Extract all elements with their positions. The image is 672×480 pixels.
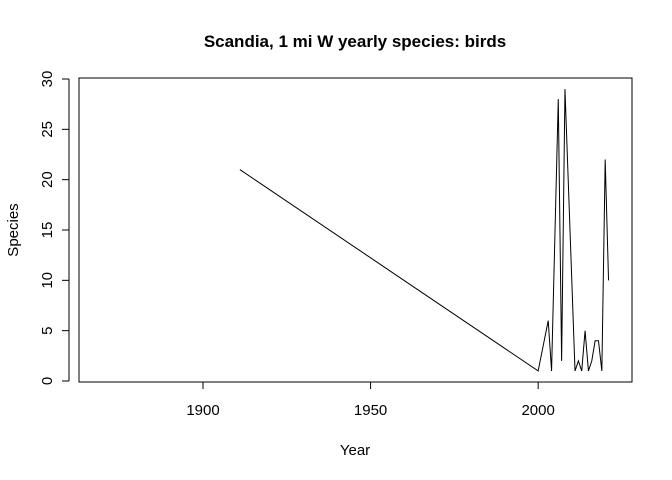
y-tick-label: 10 (39, 272, 56, 289)
series-line (239, 89, 610, 372)
x-tick-label: 1900 (186, 402, 219, 419)
y-tick-label: 0 (39, 377, 56, 385)
y-tick-label: 30 (39, 71, 56, 88)
y-tick-label: 20 (39, 171, 56, 188)
series-layer (239, 89, 610, 372)
y-axis: 0 5 10 15 20 25 30 (39, 71, 70, 385)
chart-title: Scandia, 1 mi W yearly species: birds (204, 32, 506, 51)
y-tick-label: 5 (39, 326, 56, 334)
x-axis-label: Year (340, 442, 370, 459)
y-axis-label: Species (5, 203, 22, 256)
y-tick-label: 15 (39, 222, 56, 239)
x-tick-label: 1950 (354, 402, 387, 419)
x-axis: 1900 1950 2000 (186, 381, 555, 419)
x-tick-label: 2000 (521, 402, 554, 419)
y-tick-label: 25 (39, 121, 56, 138)
